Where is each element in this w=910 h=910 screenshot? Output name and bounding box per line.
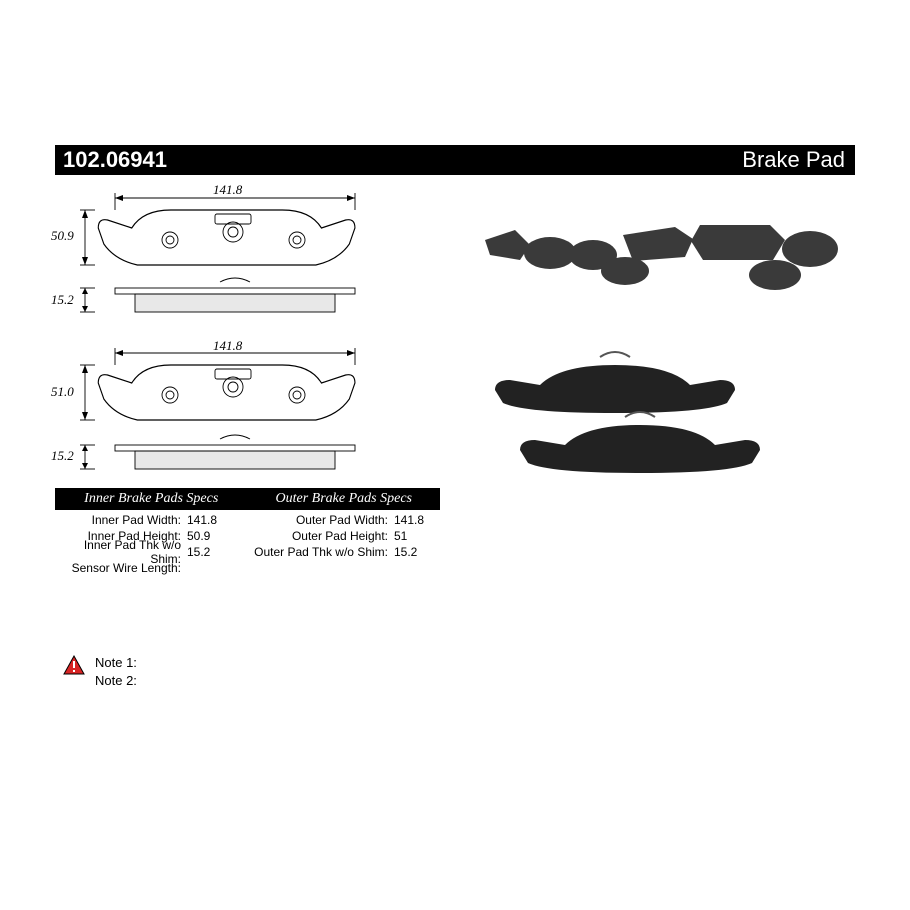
inner-thk-label: 15.2: [51, 292, 74, 308]
spec-header-outer: Outer Brake Pads Specs: [248, 488, 441, 510]
spec-label: Inner Pad Width:: [55, 513, 185, 527]
spec-row: Sensor Wire Length:: [55, 560, 440, 576]
product-photos-svg: [475, 195, 845, 495]
product-photos: [475, 195, 845, 500]
spec-header-inner: Inner Brake Pads Specs: [55, 488, 248, 510]
inner-width-label: 141.8: [213, 182, 242, 198]
spec-table: Inner Pad Width: 141.8 Outer Pad Width: …: [55, 512, 440, 576]
technical-drawings: 141.8 50.9 15.2 141.8 51.0 15.2: [55, 180, 440, 525]
spec-value: 50.9: [185, 529, 237, 543]
spec-value: 15.2: [185, 545, 237, 559]
spec-label: Sensor Wire Length:: [55, 561, 185, 575]
outer-width-label: 141.8: [213, 338, 242, 354]
note1-label: Note 1:: [95, 655, 137, 670]
warning-icon: [63, 655, 85, 675]
dimension-drawings-svg: [55, 180, 440, 520]
note2-label: Note 2:: [95, 673, 137, 688]
spec-header: Inner Brake Pads Specs Outer Brake Pads …: [55, 488, 440, 510]
spec-label: Outer Pad Height:: [237, 529, 392, 543]
spec-value: 15.2: [392, 545, 432, 559]
product-title: Brake Pad: [742, 147, 845, 173]
part-number: 102.06941: [63, 147, 167, 173]
spec-label: Outer Pad Width:: [237, 513, 392, 527]
spec-label: Outer Pad Thk w/o Shim:: [237, 545, 392, 559]
header-bar: 102.06941 Brake Pad: [55, 145, 855, 175]
outer-height-label: 51.0: [51, 384, 74, 400]
spec-value: 51: [392, 529, 432, 543]
spec-row: Inner Pad Thk w/o Shim: 15.2 Outer Pad T…: [55, 544, 440, 560]
notes-section: Note 1: Note 2:: [95, 655, 137, 691]
spec-value: 141.8: [392, 513, 432, 527]
inner-height-label: 50.9: [51, 228, 74, 244]
spec-value: 141.8: [185, 513, 237, 527]
outer-thk-label: 15.2: [51, 448, 74, 464]
spec-row: Inner Pad Width: 141.8 Outer Pad Width: …: [55, 512, 440, 528]
